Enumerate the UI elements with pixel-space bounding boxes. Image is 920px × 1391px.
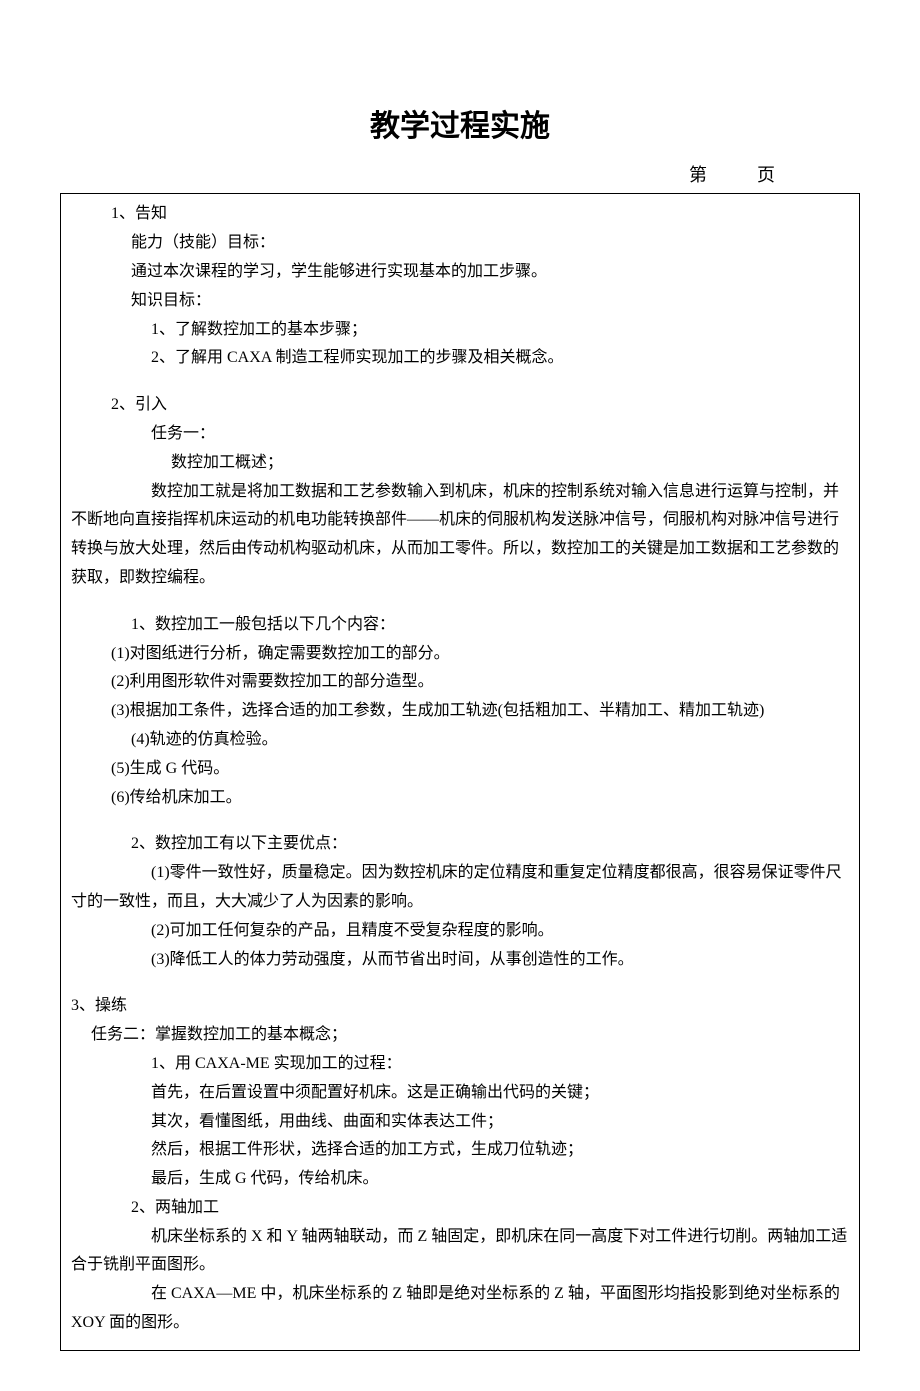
page-label-prefix: 第 [689, 165, 707, 185]
intro-paragraph: 数控加工就是将加工数据和工艺参数输入到机床，机床的控制系统对输入信息进行运算与控… [71, 478, 849, 593]
knowledge-item-1: 1、了解数控加工的基本步骤； [151, 316, 849, 345]
list-2-header: 2、数控加工有以下主要优点： [131, 830, 849, 859]
section-2-header: 2、引入 [111, 391, 849, 420]
task-1-label: 任务一： [151, 420, 849, 449]
section-1-header: 1、告知 [111, 200, 849, 229]
page-number-label: 第页 [60, 159, 860, 191]
list-1-item-3: (3)根据加工条件，选择合适的加工参数，生成加工轨迹(包括粗加工、半精加工、精加… [111, 697, 849, 726]
content-box: 1、告知 能力（技能）目标： 通过本次课程的学习，学生能够进行实现基本的加工步骤… [60, 193, 860, 1350]
sub-1-line-1: 首先，在后置设置中须配置好机床。这是正确输出代码的关键； [151, 1079, 849, 1108]
knowledge-label: 知识目标： [131, 287, 849, 316]
list-1-item-1: (1)对图纸进行分析，确定需要数控加工的部分。 [111, 640, 849, 669]
knowledge-item-2: 2、了解用 CAXA 制造工程师实现加工的步骤及相关概念。 [151, 344, 849, 373]
list-1-item-6: (6)传给机床加工。 [111, 784, 849, 813]
sub-2-header: 2、两轴加工 [131, 1194, 849, 1223]
sub-1-line-3: 然后，根据工件形状，选择合适的加工方式，生成刀位轨迹； [151, 1136, 849, 1165]
sub-1-header: 1、用 CAXA-ME 实现加工的过程： [151, 1050, 849, 1079]
ability-content: 通过本次课程的学习，学生能够进行实现基本的加工步骤。 [131, 258, 849, 287]
sub-2-para-2: 在 CAXA—ME 中，机床坐标系的 Z 轴即是绝对坐标系的 Z 轴，平面图形均… [71, 1280, 849, 1338]
list-2-item-1: (1)零件一致性好，质量稳定。因为数控机床的定位精度和重复定位精度都很高，很容易… [71, 859, 849, 917]
sub-1-line-4: 最后，生成 G 代码，传给机床。 [151, 1165, 849, 1194]
list-1-item-5: (5)生成 G 代码。 [111, 755, 849, 784]
sub-1-line-2: 其次，看懂图纸，用曲线、曲面和实体表达工件； [151, 1108, 849, 1137]
ability-label: 能力（技能）目标： [131, 229, 849, 258]
task-1-subtitle: 数控加工概述； [171, 449, 849, 478]
list-2-item-2: (2)可加工任何复杂的产品，且精度不受复杂程度的影响。 [151, 917, 849, 946]
list-1-item-4: (4)轨迹的仿真检验。 [131, 726, 849, 755]
sub-2-para-1: 机床坐标系的 X 和 Y 轴两轴联动，而 Z 轴固定，即机床在同一高度下对工件进… [71, 1223, 849, 1281]
section-3-header: 3、操练 [71, 992, 849, 1021]
list-2-item-3: (3)降低工人的体力劳动强度，从而节省出时间，从事创造性的工作。 [151, 946, 849, 975]
page-label-suffix: 页 [757, 165, 775, 185]
list-1-item-2: (2)利用图形软件对需要数控加工的部分造型。 [111, 668, 849, 697]
page-title: 教学过程实施 [60, 100, 860, 154]
task-2-label: 任务二：掌握数控加工的基本概念； [91, 1021, 849, 1050]
list-1-header: 1、数控加工一般包括以下几个内容： [131, 611, 849, 640]
